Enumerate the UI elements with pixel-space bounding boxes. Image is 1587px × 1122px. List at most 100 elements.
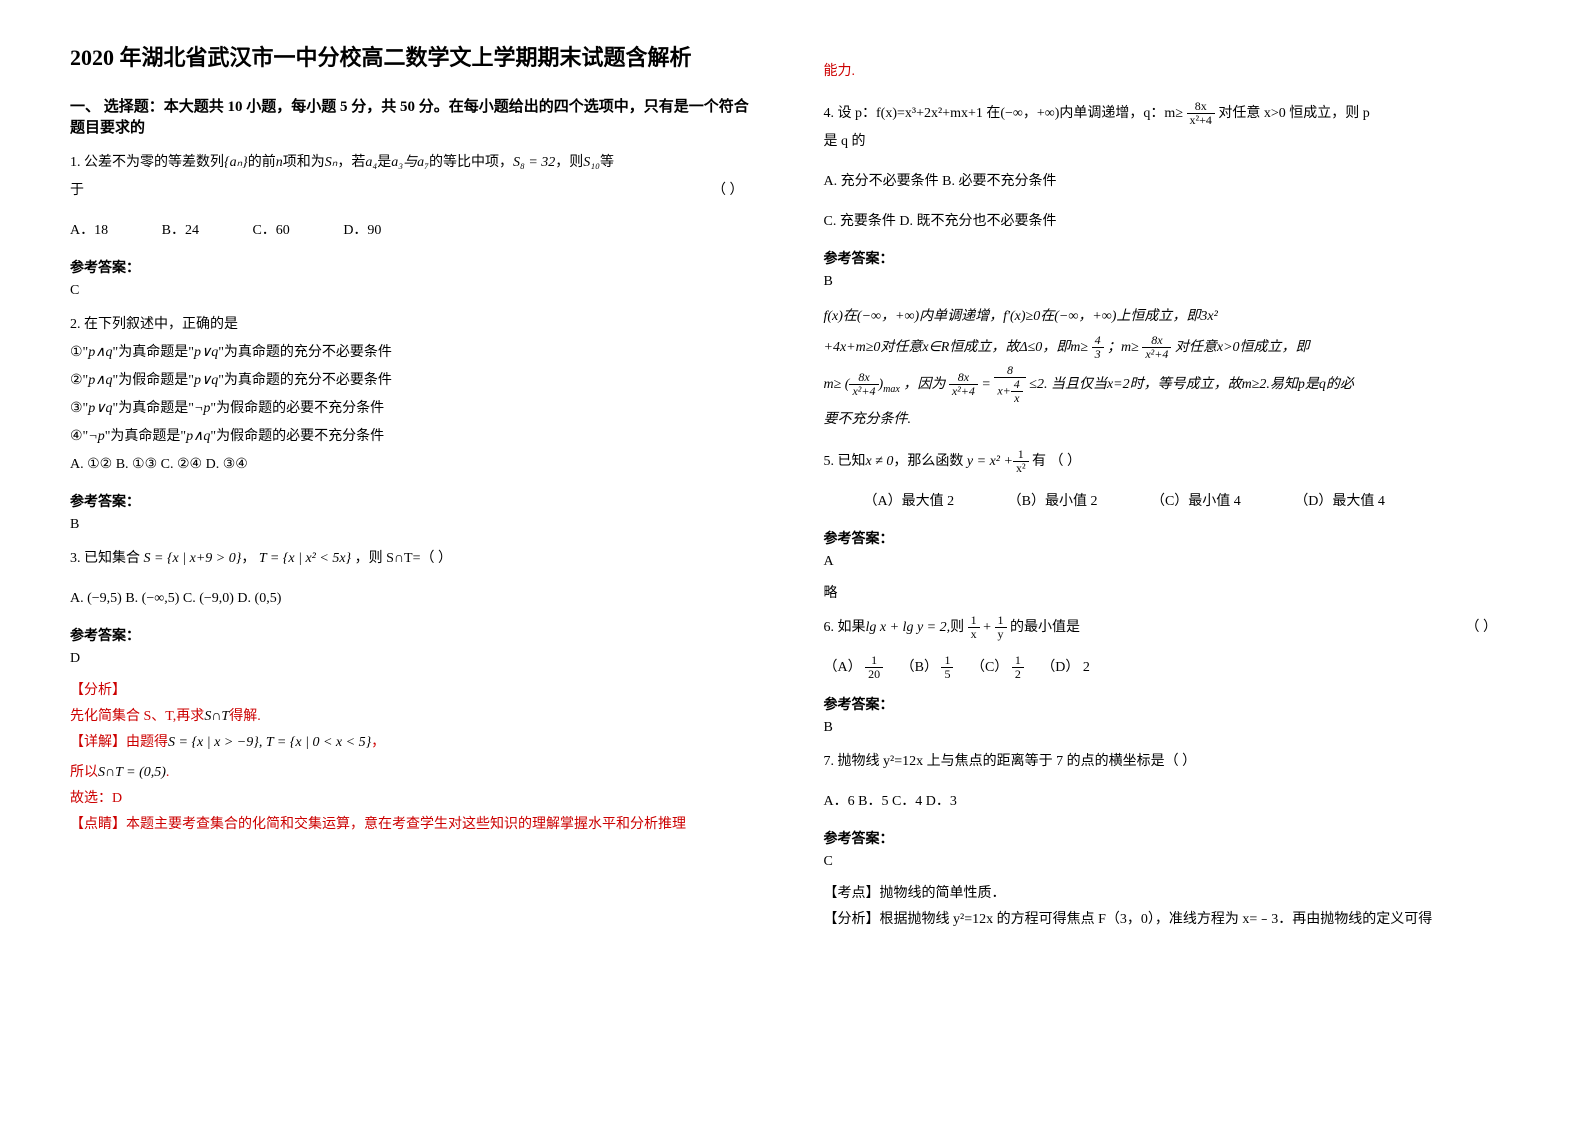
question-2: 2. 在下列叙述中，正确的是 ①"p∧q"为真命题是"p∨q"为真命题的充分不必… <box>70 311 764 479</box>
q4-frac43-den: 3 <box>1092 348 1104 361</box>
q4-max-label: max <box>883 383 900 394</box>
q6-optC-label: （C） <box>971 660 1008 675</box>
section-heading: 一、 选择题：本大题共 10 小题，每小题 5 分，共 50 分。在每小题给出的… <box>70 95 764 137</box>
q1-seq: {aₙ} <box>224 155 248 170</box>
question-4: 4. 设 p：f(x)=x³+2x²+mx+1 在(−∞，+∞)内单调递增，q：… <box>824 100 1518 156</box>
q2-l3-por: p∨q <box>88 401 112 416</box>
q6-options: （A） 120 （B） 15 （C） 12 （D） 2 <box>824 654 1518 682</box>
q4-exp3: m≥ (8xx²+4)max ，因为 8xx²+4 = 8x+4x ≤2. 当且… <box>824 364 1518 406</box>
q6-answer: B <box>824 720 1518 736</box>
q4-t1: 4. 设 p：f(x)=x³+2x²+mx+1 在(−∞，+∞)内单调递增，q：… <box>824 106 1184 121</box>
q4-exp3a: m≥ <box>824 377 842 392</box>
question-1: 1. 公差不为零的等差数列{aₙ}的前n项和为Sₙ，若a₄是a₃与a₇的等比中项… <box>70 149 764 205</box>
q2-l4c: "为假命题的必要不充分条件 <box>210 429 384 444</box>
q2-l4-pand: p∧q <box>186 429 210 444</box>
q6-frac-a: 1x <box>968 614 980 641</box>
q6-b-den: y <box>995 628 1007 641</box>
q1-opt-d: D．90 <box>343 217 381 245</box>
q4-frac43-num: 4 <box>1092 334 1104 348</box>
q4-frac8x2-num: 8x <box>849 371 878 385</box>
q6-optA-den: 20 <box>865 668 883 681</box>
q2-options: A. ①② B. ①③ C. ②④ D. ③④ <box>70 451 764 479</box>
q1-opt-c: C．60 <box>252 217 289 245</box>
q5-frac-num: 1 <box>1013 448 1029 462</box>
q5-frac: 1x² <box>1013 448 1029 475</box>
q4-opts-cd: C. 充要条件 D. 既不充分也不必要条件 <box>824 208 1518 236</box>
q1-t4: ，若 <box>337 155 365 170</box>
q4-frac: 8xx²+4 <box>1187 100 1215 127</box>
q4-frac8xx-num: 8 <box>994 364 1025 378</box>
q4-frac8xx-den: x+4x <box>994 378 1025 405</box>
q2-l1-por: p∨q <box>194 345 218 360</box>
q4-t3: 是 q 的 <box>824 134 866 149</box>
q4-frac8x3: 8xx²+4 <box>949 371 978 398</box>
q3-so-text: 所以 <box>70 765 98 780</box>
q1-t7: ，则 <box>555 155 583 170</box>
q4-frac8x: 8xx²+4 <box>1142 334 1171 361</box>
q4-frac8x-num: 8x <box>1142 334 1171 348</box>
q2-l3c: "为假命题的必要不充分条件 <box>210 401 384 416</box>
q4-frac8x2: 8xx²+4 <box>849 371 878 398</box>
q6-a-den: x <box>968 628 980 641</box>
q7-kaodian: 【考点】抛物线的简单性质． <box>824 882 1518 902</box>
q3-so-result: (0,5) <box>139 765 166 780</box>
question-7: 7. 抛物线 y²=12x 上与焦点的距离等于 7 的点的横坐标是（ ） <box>824 748 1518 776</box>
q3-fenxi-math: S∩T <box>204 709 229 724</box>
q1-t2: 的前 <box>248 155 276 170</box>
q3-detail-label: 【详解】 <box>70 735 126 750</box>
q1-options: A．18 B．24 C．60 D．90 <box>70 217 764 245</box>
col2-continuation: 能力. <box>824 60 1518 80</box>
q3-detail-math: S = {x | x > −9}, T = {x | 0 < x < 5} <box>168 735 371 750</box>
q6-a-num: 1 <box>968 614 980 628</box>
q1-t8: 等 <box>600 155 614 170</box>
q6-t1: 6. 如果 <box>824 620 866 635</box>
q4-exp2: +4x+m≥0对任意x∈R恒成立，故Δ≤0，即m≥ 43 ；m≥ 8xx²+4 … <box>824 333 1518 364</box>
q2-l2a: ②" <box>70 373 88 388</box>
q2-l4b: "为真命题是" <box>105 429 186 444</box>
q3-options: A. (−9,5) B. (−∞,5) C. (−9,0) D. (0,5) <box>70 585 764 613</box>
q5-options: （A）最大值 2 （B）最小值 2 （C）最小值 4 （D）最大值 4 <box>864 488 1518 516</box>
q4-t2: 对任意 x>0 恒成立，则 p <box>1218 106 1369 121</box>
q4-frac8x2-den: x²+4 <box>849 385 878 398</box>
q3-fenxi-t1: 先化简集合 S、T,再求 <box>70 709 204 724</box>
q6-optA-label: （A） <box>824 660 862 675</box>
q1-s10: S₁₀ <box>583 155 600 170</box>
q5-ref-label: 参考答案： <box>824 528 1518 548</box>
q1-a4: a₄ <box>365 155 377 170</box>
q5-opt-b: （B）最小值 2 <box>1008 488 1098 516</box>
q7-ref-label: 参考答案： <box>824 828 1518 848</box>
q6-optA-num: 1 <box>865 654 883 668</box>
q5-func: y = x² + <box>967 454 1013 469</box>
q6-cond: lg x + lg y = 2, <box>866 620 951 635</box>
q1-paren: （ ） <box>712 177 744 205</box>
q5-cond: x ≠ 0 <box>866 454 894 469</box>
q2-l1b: "为真命题是" <box>113 345 194 360</box>
q3-fenxi-t2: 得解. <box>229 709 261 724</box>
q2-l2-pand: p∧q <box>88 373 112 388</box>
q4-exp2a: +4x+m≥0对任意x∈R恒成立，故Δ≤0，即m≥ <box>824 340 1089 355</box>
q4-frac8xx: 8x+4x <box>994 364 1025 406</box>
q3-so-math: S∩T = <box>98 765 136 780</box>
q2-l3-notp: ¬p <box>194 401 210 416</box>
q7-options: A．6 B．5 C．4 D．3 <box>824 788 1518 816</box>
q5-opt-a: （A）最大值 2 <box>864 488 955 516</box>
q2-l3a: ③" <box>70 401 88 416</box>
q1-answer: C <box>70 283 764 299</box>
q6-optB-frac: 15 <box>941 654 953 681</box>
q6-frac-b: 1y <box>995 614 1007 641</box>
q4-frac43: 43 <box>1092 334 1104 361</box>
q4-answer: B <box>824 274 1518 290</box>
q4-exp3b: ，因为 <box>903 377 945 392</box>
q6-optB-den: 5 <box>941 668 953 681</box>
q3-detail: 【详解】由题得S = {x | x > −9}, T = {x | 0 < x … <box>70 731 764 751</box>
q4-frac8x3-num: 8x <box>949 371 978 385</box>
q1-sn: Sₙ <box>325 155 338 170</box>
q4-opts-ab: A. 充分不必要条件 B. 必要不充分条件 <box>824 168 1518 196</box>
q4-exp1: f(x)在(−∞，+∞)内单调递增，f'(x)≥0在(−∞，+∞)上恒成立，即3… <box>824 302 1518 333</box>
q6-paren: （ ） <box>1466 614 1498 642</box>
q3-choose: 故选：D <box>70 787 764 807</box>
q1-t6: 的等比中项， <box>429 155 513 170</box>
q4-frac8x3-den: x²+4 <box>949 385 978 398</box>
q2-answer: B <box>70 517 764 533</box>
q6-ref-label: 参考答案： <box>824 694 1518 714</box>
